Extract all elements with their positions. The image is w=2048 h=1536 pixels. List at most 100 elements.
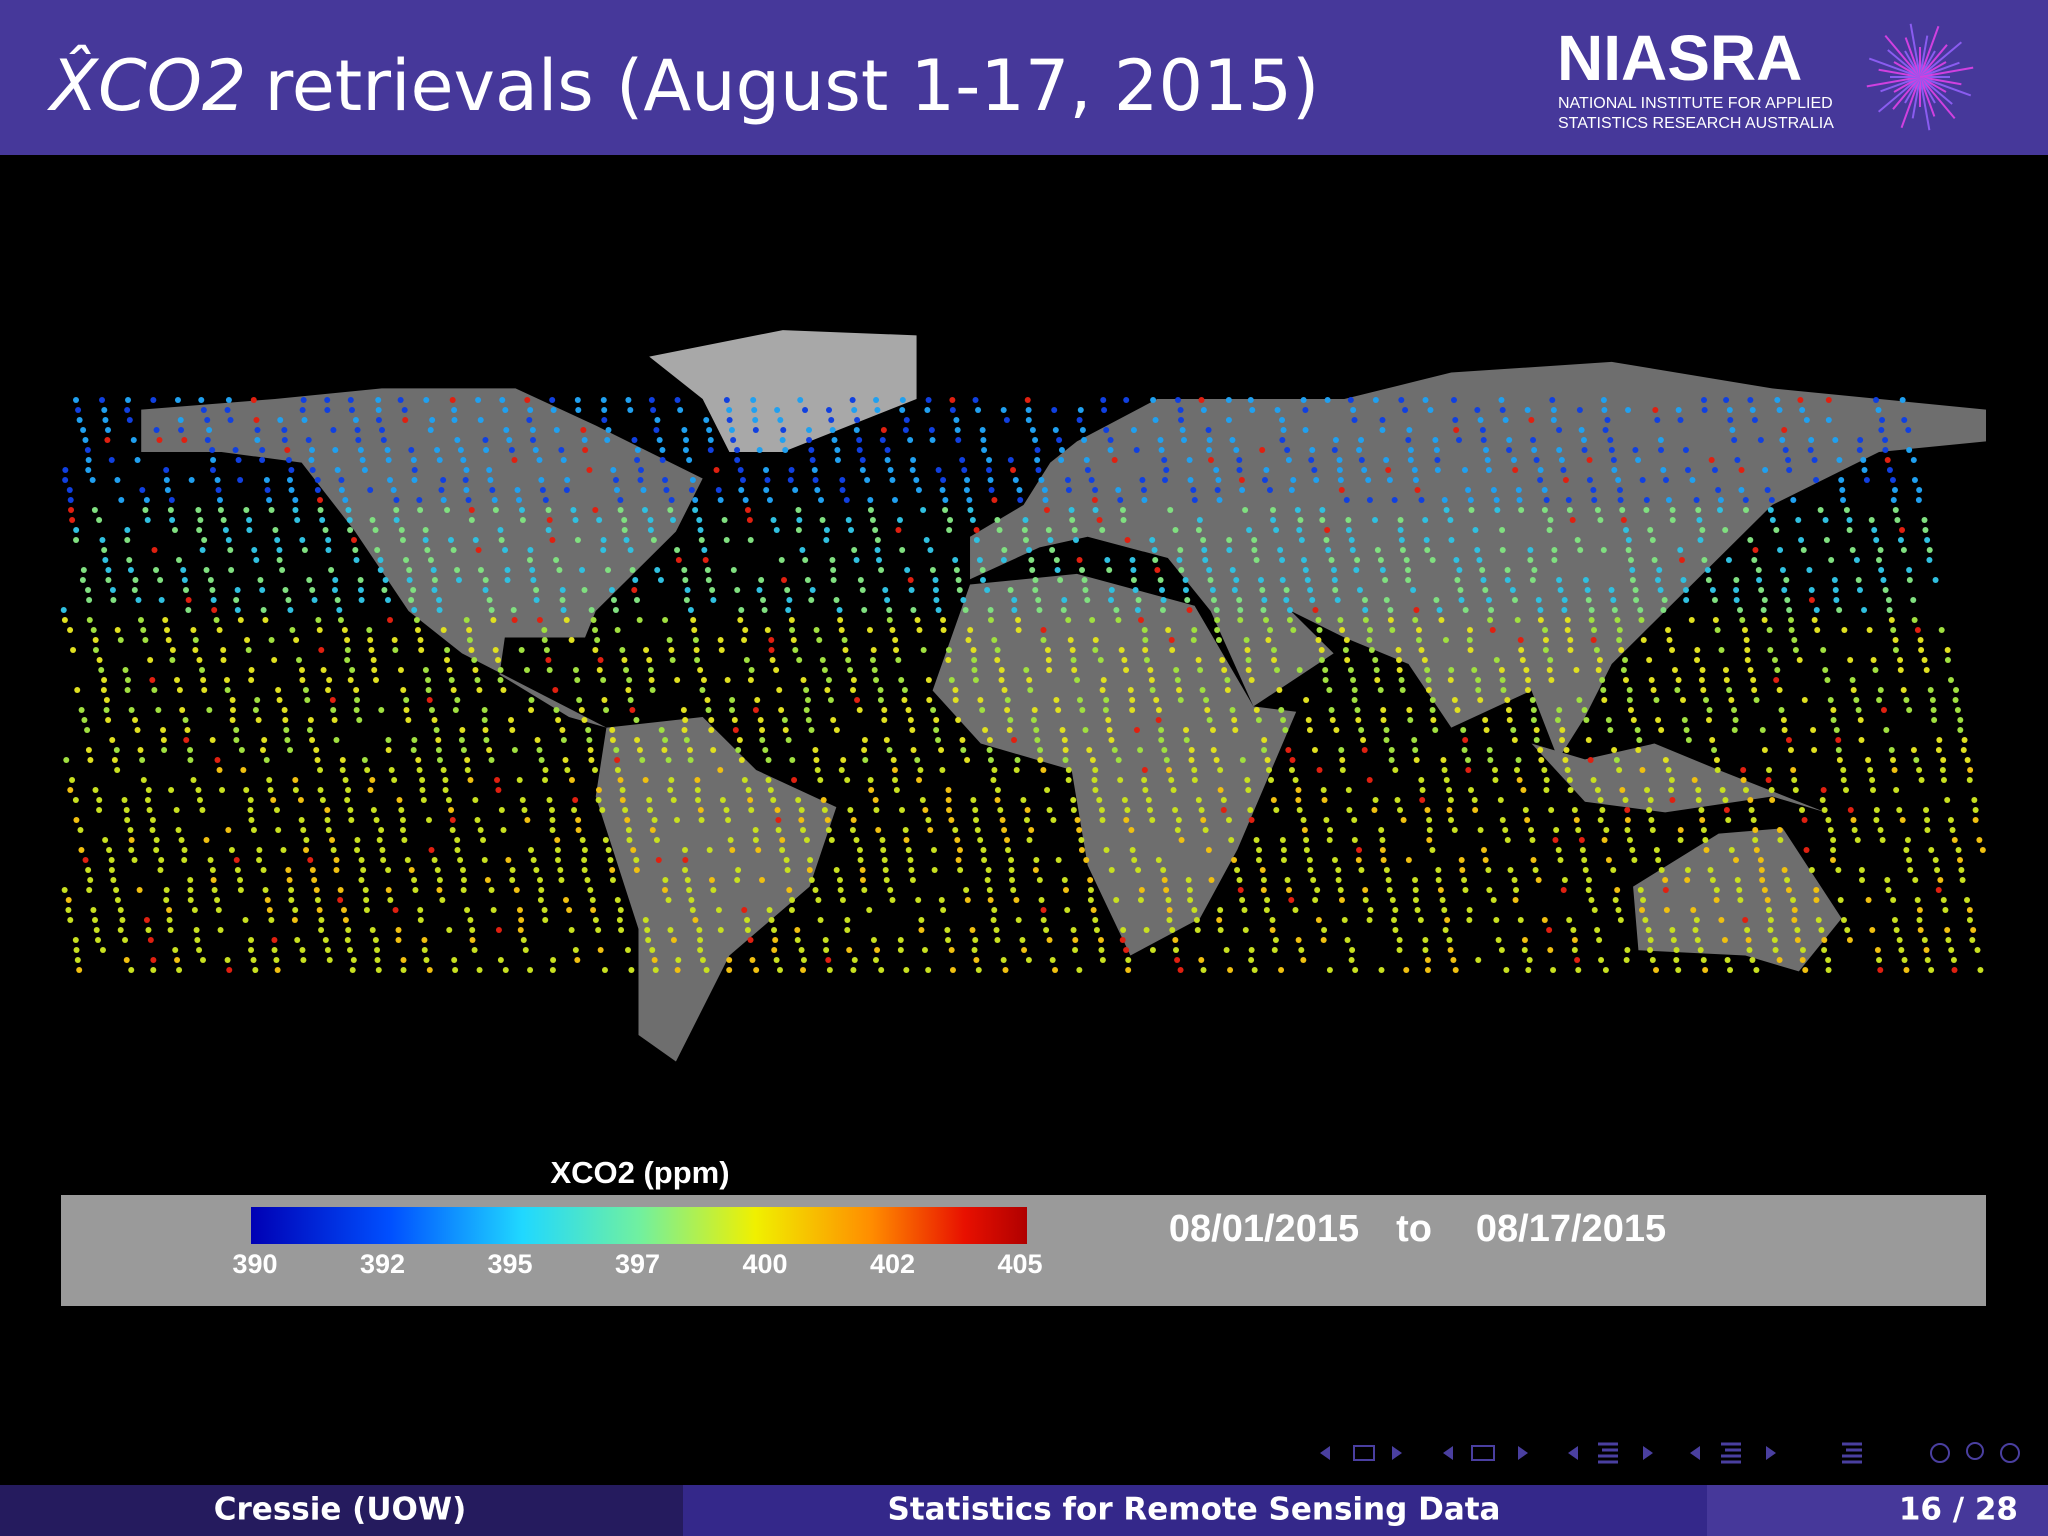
retrieval-dot [292, 787, 299, 793]
retrieval-dot [1142, 787, 1149, 793]
retrieval-dot [613, 747, 620, 753]
retrieval-dot [1335, 877, 1342, 883]
retrieval-dot [781, 577, 788, 583]
retrieval-dot [986, 467, 993, 473]
retrieval-dot [1972, 807, 1979, 813]
retrieval-dot [220, 647, 227, 653]
retrieval-dot [1610, 867, 1617, 873]
retrieval-dot [1323, 537, 1330, 543]
retrieval-dot [1781, 427, 1788, 433]
retrieval-dot [1233, 447, 1240, 453]
retrieval-dot [618, 927, 625, 933]
retrieval-dot [509, 727, 516, 733]
retrieval-dot [498, 537, 505, 543]
retrieval-dot [949, 967, 956, 973]
continent [1531, 743, 1826, 813]
retrieval-dot [1294, 507, 1301, 513]
retrieval-dot [730, 437, 737, 443]
retrieval-dot [128, 707, 135, 713]
retrieval-dot [329, 837, 336, 843]
retrieval-dot [488, 887, 495, 893]
retrieval-dot [1341, 917, 1348, 923]
retrieval-dot [1229, 707, 1236, 713]
footer-right [1707, 1485, 2048, 1536]
retrieval-dot [715, 907, 722, 913]
retrieval-dot [1334, 597, 1341, 603]
retrieval-dot [1665, 627, 1672, 633]
retrieval-dot [1400, 817, 1407, 823]
retrieval-dot [979, 707, 986, 713]
retrieval-dot [464, 767, 471, 773]
retrieval-dot [648, 677, 655, 683]
retrieval-dot [334, 467, 341, 473]
retrieval-dot [72, 797, 79, 803]
retrieval-dot [347, 527, 354, 533]
retrieval-dot [1632, 447, 1639, 453]
retrieval-dot [692, 497, 699, 503]
retrieval-dot [399, 817, 406, 823]
retrieval-dot [1450, 397, 1457, 403]
retrieval-dot [1611, 607, 1618, 613]
retrieval-dot [1830, 717, 1837, 723]
retrieval-dot [605, 427, 612, 433]
retrieval-dot [1475, 677, 1482, 683]
retrieval-dot [395, 927, 402, 933]
retrieval-dot [1694, 647, 1701, 653]
retrieval-dot [324, 397, 331, 403]
retrieval-dot [67, 627, 74, 633]
retrieval-dot [1366, 637, 1373, 643]
retrieval-dot [1674, 687, 1681, 693]
retrieval-dot [280, 847, 287, 853]
retrieval-dot [1799, 407, 1806, 413]
retrieval-dot [1206, 717, 1213, 723]
retrieval-dot [1907, 867, 1914, 873]
retrieval-dot [69, 777, 76, 783]
retrieval-dot [1782, 447, 1789, 453]
retrieval-dot [220, 517, 227, 523]
retrieval-dot [1573, 817, 1580, 823]
retrieval-dot [1713, 757, 1720, 763]
nav-icons[interactable] [1320, 1442, 2020, 1464]
retrieval-dot [662, 887, 669, 893]
retrieval-dot [808, 447, 815, 453]
retrieval-dot [821, 667, 828, 673]
retrieval-dot [1236, 457, 1243, 463]
retrieval-dot [734, 457, 741, 463]
retrieval-dot [385, 747, 392, 753]
retrieval-dot [1199, 687, 1206, 693]
retrieval-dot [1448, 817, 1455, 823]
retrieval-dot [298, 667, 305, 673]
retrieval-dot [811, 467, 818, 473]
retrieval-dot [738, 757, 745, 763]
retrieval-dot [1688, 617, 1695, 623]
retrieval-dot [371, 667, 378, 673]
colorbar-label: 395 [487, 1249, 532, 1279]
retrieval-dot [1051, 407, 1058, 413]
retrieval-dot [637, 467, 644, 473]
retrieval-dot [1472, 807, 1479, 813]
retrieval-dot [1108, 597, 1115, 603]
retrieval-dot [563, 617, 570, 623]
retrieval-dot [368, 647, 375, 653]
retrieval-dot [803, 837, 810, 843]
retrieval-dot [774, 807, 781, 813]
retrieval-dot [227, 547, 234, 553]
retrieval-dot [1662, 877, 1669, 883]
retrieval-dot [1354, 557, 1361, 563]
retrieval-dot [963, 887, 970, 893]
retrieval-dot [153, 567, 160, 573]
retrieval-dot [976, 557, 983, 563]
retrieval-dot [1076, 697, 1083, 703]
retrieval-dot [599, 807, 606, 813]
retrieval-dot [1629, 577, 1636, 583]
retrieval-dot [1011, 607, 1018, 613]
retrieval-dot [739, 477, 746, 483]
retrieval-dot [637, 477, 644, 483]
retrieval-dot [426, 967, 433, 973]
retrieval-dot [1646, 807, 1653, 813]
retrieval-dot [1030, 717, 1037, 723]
retrieval-dot [553, 707, 560, 713]
retrieval-dot [795, 507, 802, 513]
retrieval-dot [726, 407, 733, 413]
retrieval-dot [487, 477, 494, 483]
